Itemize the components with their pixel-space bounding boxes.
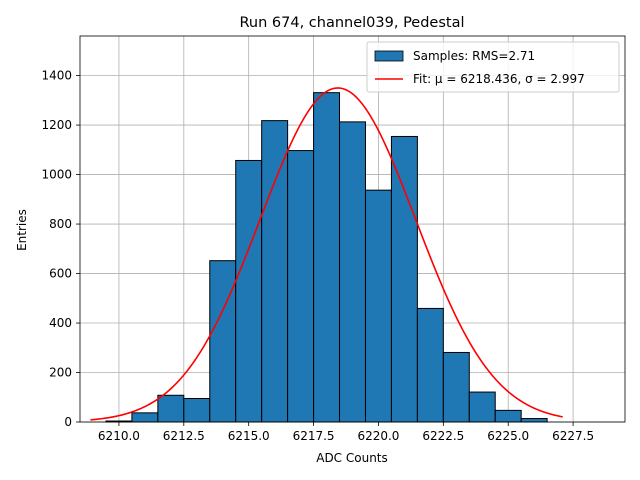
- y-tick-label: 1400: [41, 69, 72, 83]
- y-tick-label: 0: [64, 415, 72, 429]
- legend-label-fit: Fit: μ = 6218.436, σ = 2.997: [413, 72, 585, 86]
- histogram-bar: [261, 120, 289, 423]
- histogram-bar: [183, 397, 211, 423]
- histogram-bar: [287, 150, 315, 423]
- y-tick-label: 600: [49, 267, 72, 281]
- x-axis-label: ADC Counts: [316, 451, 388, 465]
- x-axis-ticks: 6210.0 6212.5 6215.0 6217.5 6220.0 6222.5 6225…: [98, 422, 594, 443]
- x-tick-label: 6227.5: [552, 429, 594, 443]
- histogram-bar: [468, 391, 496, 423]
- chart-title: Run 674, channel039, Pedestal: [239, 15, 464, 31]
- y-tick-label: 200: [49, 366, 72, 380]
- legend-label-samples: Samples: RMS=2.71: [413, 49, 535, 63]
- x-tick-label: 6210.0: [98, 429, 140, 443]
- histogram-bar: [339, 121, 366, 423]
- x-tick-label: 6215.0: [228, 429, 270, 443]
- x-tick-label: 6217.5: [293, 429, 335, 443]
- histogram-bar: [235, 159, 263, 423]
- histogram-bar: [209, 260, 237, 423]
- y-tick-label: 1200: [41, 118, 72, 132]
- histogram-bar: [390, 135, 418, 423]
- legend-box: [366, 41, 620, 93]
- y-tick-label: 400: [49, 316, 72, 330]
- x-tick-label: 6212.5: [163, 429, 205, 443]
- legend: Samples: RMS=2.71 Fit: μ = 6218.436, σ =…: [366, 41, 620, 93]
- histogram-bar: [520, 418, 548, 423]
- x-tick-label: 6220.0: [357, 429, 399, 443]
- fit-curve: [90, 87, 563, 421]
- histogram-bar: [416, 307, 444, 423]
- histogram-bar: [157, 394, 185, 423]
- histogram-bar: [494, 409, 522, 423]
- x-tick-label: 6225.0: [487, 429, 529, 443]
- histogram-bars: [105, 92, 548, 423]
- x-tick-label: 6222.5: [422, 429, 464, 443]
- histogram-bar: [131, 412, 159, 423]
- legend-swatch-samples: [374, 50, 404, 62]
- y-tick-label: 1000: [41, 168, 72, 182]
- y-axis-label: Entries: [15, 209, 29, 251]
- plot-frame: [79, 35, 626, 423]
- histogram-bar: [442, 351, 470, 423]
- histogram-bar: [364, 189, 392, 423]
- y-tick-label: 800: [49, 217, 72, 231]
- histogram-bar: [313, 92, 341, 423]
- y-axis-ticks: 0 200 400 600 800 1000 1200 1400: [41, 69, 80, 429]
